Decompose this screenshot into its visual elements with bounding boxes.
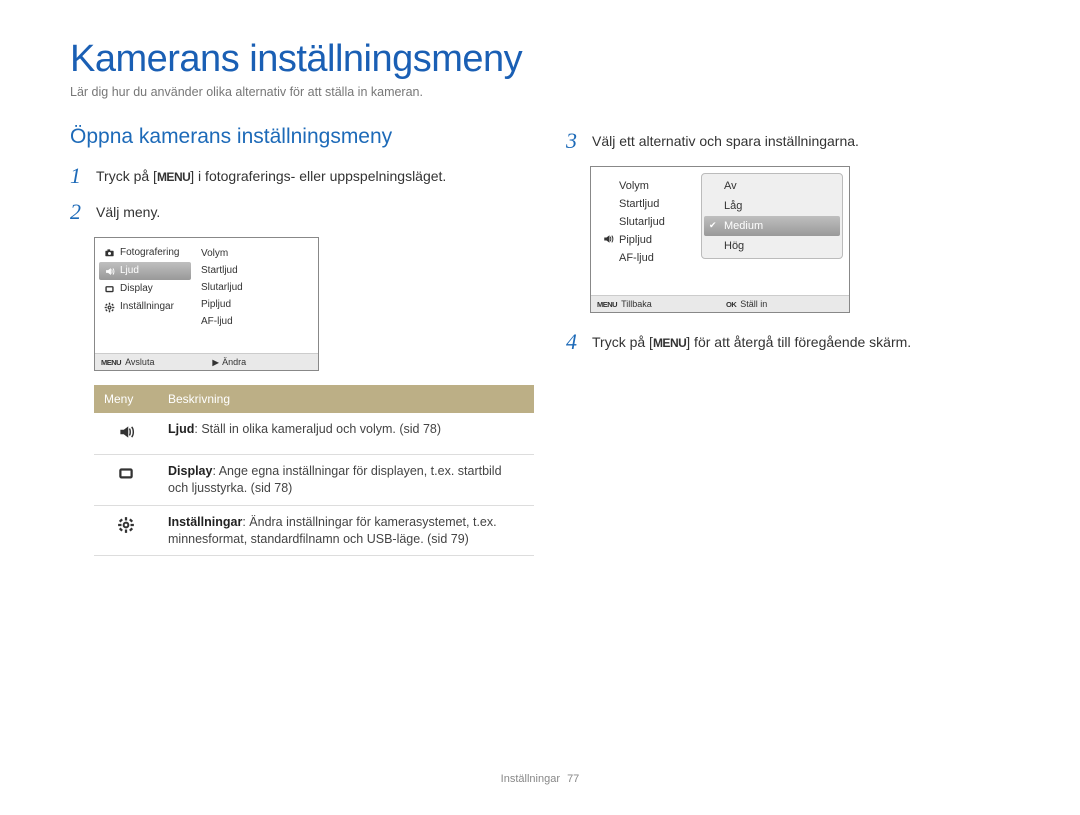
step-1-text-post: ] i fotograferings- eller uppspelningslä… bbox=[190, 168, 446, 184]
table-cell-icon bbox=[94, 454, 158, 505]
screen2-menu-item: Slutarljud bbox=[595, 213, 701, 231]
menu-badge: MENU bbox=[653, 335, 686, 352]
step-3: 3 Välj ett alternativ och spara inställn… bbox=[566, 130, 1010, 152]
option-item: ✔Medium bbox=[704, 216, 840, 236]
option-item: Av bbox=[704, 176, 840, 196]
foot-label-change: Ändra bbox=[222, 357, 246, 367]
screen-menu-label: Display bbox=[120, 283, 153, 295]
section-heading: Öppna kamerans inställningsmeny bbox=[70, 125, 534, 149]
camera-icon bbox=[103, 248, 115, 259]
screen-menu-item: Inställningar bbox=[95, 298, 195, 316]
display-icon bbox=[103, 284, 115, 295]
table-row: Inställningar: Ändra inställningar för k… bbox=[94, 505, 534, 556]
check-icon: ✔ bbox=[709, 220, 717, 231]
step-number: 3 bbox=[566, 130, 582, 152]
screen-submenu-item: Startljud bbox=[201, 263, 318, 280]
screen-foot-left: MENU Avsluta bbox=[95, 354, 207, 370]
screen-menu-item: Fotografering bbox=[95, 244, 195, 262]
gear-icon bbox=[117, 523, 135, 537]
step-2: 2 Välj meny. bbox=[70, 201, 534, 223]
screen-menu-left: Fotografering Ljud Display Inställningar bbox=[95, 238, 195, 353]
table-head-description: Beskrivning bbox=[158, 385, 534, 413]
option-item: Hög bbox=[704, 236, 840, 256]
table-cell-icon bbox=[94, 505, 158, 556]
screen2-menu-item: Startljud bbox=[595, 195, 701, 213]
foot-label-exit: Avsluta bbox=[125, 357, 154, 367]
table-row: Display: Ange egna inställningar för dis… bbox=[94, 454, 534, 505]
step-1: 1 Tryck på [MENU] i fotograferings- elle… bbox=[70, 165, 534, 187]
screen-submenu-item: Pipljud bbox=[201, 297, 318, 314]
table-head-menu: Meny bbox=[94, 385, 158, 413]
step-4-text-pre: Tryck på [ bbox=[592, 334, 653, 350]
screen-submenu-item: AF-ljud bbox=[201, 314, 318, 331]
screen-menu-label: Inställningar bbox=[120, 301, 174, 313]
step-number: 2 bbox=[70, 201, 86, 223]
screen-options-left: VolymStartljudSlutarljudPipljudAF-ljud bbox=[591, 167, 701, 295]
table-cell-desc: Display: Ange egna inställningar för dis… bbox=[158, 454, 534, 505]
option-item: Låg bbox=[704, 196, 840, 216]
screen-menu-item: Ljud bbox=[99, 262, 191, 280]
screen-submenu-item: Slutarljud bbox=[201, 280, 318, 297]
step-number: 1 bbox=[70, 165, 86, 187]
table-cell-desc: Inställningar: Ändra inställningar för k… bbox=[158, 505, 534, 556]
screen-menu-label: Ljud bbox=[120, 265, 139, 277]
step-1-text-pre: Tryck på [ bbox=[96, 168, 157, 184]
sound-icon bbox=[117, 430, 135, 444]
footer-section: Inställningar bbox=[501, 773, 560, 785]
screen-menu-label: Fotografering bbox=[120, 247, 179, 259]
table-cell-desc: Ljud: Ställ in olika kameraljud och voly… bbox=[158, 413, 534, 454]
foot-label-back: Tillbaka bbox=[621, 299, 652, 309]
screen-menu-right: VolymStartljudSlutarljudPipljudAF-ljud bbox=[195, 238, 318, 353]
screen2-foot-left: MENU Tillbaka bbox=[591, 296, 720, 312]
display-icon bbox=[117, 472, 135, 486]
screen-submenu-item: Volym bbox=[201, 246, 318, 263]
foot-key-arrow: ▶ bbox=[213, 358, 219, 367]
screen2-menu-item: Pipljud bbox=[595, 231, 701, 249]
screen-options: VolymStartljudSlutarljudPipljudAF-ljud A… bbox=[590, 166, 850, 313]
screen-foot-right: ▶Ändra bbox=[207, 354, 319, 370]
foot-key-menu: MENU bbox=[597, 300, 617, 309]
foot-key-menu: MENU bbox=[101, 358, 121, 367]
menu-badge: MENU bbox=[157, 169, 190, 186]
step-4: 4 Tryck på [MENU] för att återgå till fö… bbox=[566, 331, 1010, 353]
foot-key-ok: OK bbox=[726, 300, 736, 309]
footer-page-number: 77 bbox=[567, 773, 579, 785]
page-title: Kamerans inställningsmeny bbox=[70, 38, 1010, 81]
table-row: Ljud: Ställ in olika kameraljud och voly… bbox=[94, 413, 534, 454]
table-cell-icon bbox=[94, 413, 158, 454]
sound-icon bbox=[601, 233, 615, 248]
page-subtitle: Lär dig hur du använder olika alternativ… bbox=[70, 85, 1010, 99]
step-4-text-post: ] för att återgå till föregående skärm. bbox=[686, 334, 911, 350]
foot-label-set: Ställ in bbox=[740, 299, 767, 309]
page-footer: Inställningar 77 bbox=[0, 773, 1080, 785]
menu-description-table: Meny Beskrivning Ljud: Ställ in olika ka… bbox=[94, 385, 534, 556]
sound-icon bbox=[103, 266, 115, 277]
step-2-text: Välj meny. bbox=[96, 201, 534, 223]
gear-icon bbox=[103, 302, 115, 313]
screen2-foot-right: OK Ställ in bbox=[720, 296, 849, 312]
screen2-menu-item: AF-ljud bbox=[595, 249, 701, 267]
step-number: 4 bbox=[566, 331, 582, 353]
screen-menu-item: Display bbox=[95, 280, 195, 298]
step-3-text: Välj ett alternativ och spara inställnin… bbox=[592, 130, 1010, 152]
screen-menu: Fotografering Ljud Display Inställningar Vo… bbox=[94, 237, 319, 371]
screen2-menu-item: Volym bbox=[595, 177, 701, 195]
screen-options-right: AvLåg✔MediumHög bbox=[701, 167, 849, 295]
